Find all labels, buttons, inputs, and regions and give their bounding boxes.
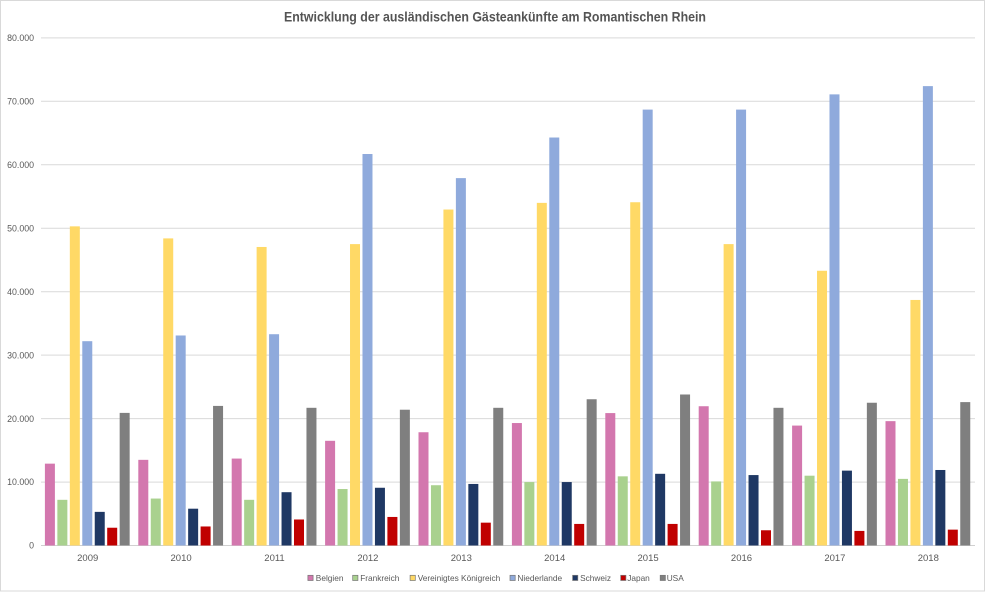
svg-text:Japan: Japan: [627, 573, 650, 583]
svg-text:2010: 2010: [171, 553, 192, 564]
svg-text:2017: 2017: [824, 553, 845, 564]
svg-text:10.000: 10.000: [7, 477, 34, 487]
svg-text:Entwicklung der ausländischen: Entwicklung der ausländischen Gästeankün…: [284, 9, 706, 25]
svg-text:USA: USA: [667, 573, 685, 583]
svg-text:2018: 2018: [918, 553, 939, 564]
svg-text:2011: 2011: [264, 553, 284, 564]
svg-text:40.000: 40.000: [7, 287, 34, 297]
svg-text:50.000: 50.000: [7, 223, 34, 233]
svg-text:2016: 2016: [731, 553, 752, 564]
svg-text:Vereinigtes Königreich: Vereinigtes Königreich: [418, 573, 501, 583]
svg-text:20.000: 20.000: [7, 414, 34, 424]
svg-text:Frankreich: Frankreich: [360, 573, 400, 583]
svg-text:Belgien: Belgien: [316, 573, 344, 583]
svg-text:2009: 2009: [77, 553, 98, 564]
svg-text:80.000: 80.000: [7, 33, 34, 43]
svg-text:30.000: 30.000: [7, 350, 34, 360]
svg-text:0: 0: [29, 541, 34, 551]
svg-text:Niederlande: Niederlande: [517, 573, 562, 583]
svg-text:2012: 2012: [357, 553, 378, 564]
svg-text:Schweiz: Schweiz: [580, 573, 611, 583]
svg-text:2014: 2014: [544, 553, 565, 564]
svg-text:2013: 2013: [451, 553, 472, 564]
svg-text:60.000: 60.000: [7, 160, 34, 170]
svg-text:70.000: 70.000: [7, 97, 34, 107]
svg-text:2015: 2015: [638, 553, 659, 564]
